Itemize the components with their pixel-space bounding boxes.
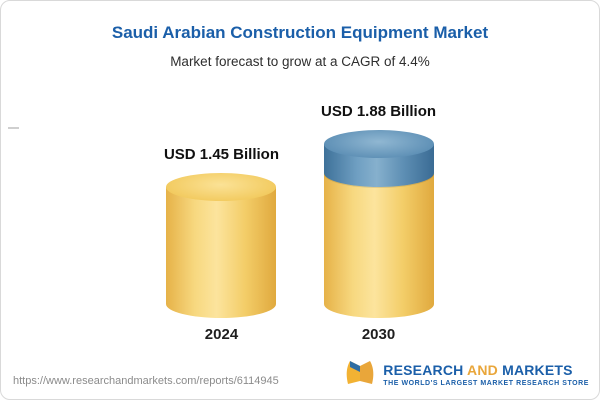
report-url-link[interactable]: https://www.researchandmarkets.com/repor… bbox=[13, 375, 279, 387]
bar-chart: USD 1.45 Billion 2024 USD 1.88 Billion 2… bbox=[1, 103, 599, 343]
cylinder-bar-2030 bbox=[323, 130, 434, 318]
axis-tick bbox=[8, 127, 19, 129]
footer: https://www.researchandmarkets.com/repor… bbox=[1, 358, 599, 399]
logo-word-markets: MARKETS bbox=[502, 362, 573, 378]
logo-tagline: THE WORLD'S LARGEST MARKET RESEARCH STOR… bbox=[383, 380, 589, 387]
logo-text: RESEARCH AND MARKETS THE WORLD'S LARGEST… bbox=[383, 362, 589, 387]
bar-column-2024: USD 1.45 Billion 2024 bbox=[164, 146, 279, 343]
bar-value-label: USD 1.88 Billion bbox=[321, 103, 437, 120]
logo-word-and: AND bbox=[467, 362, 498, 378]
researchandmarkets-logo-icon bbox=[344, 358, 376, 391]
researchandmarkets-logo: RESEARCH AND MARKETS THE WORLD'S LARGEST… bbox=[344, 358, 589, 391]
category-label: 2030 bbox=[361, 326, 396, 343]
bar-column-2030: USD 1.88 Billion 2030 bbox=[321, 103, 436, 343]
cylinder-body bbox=[166, 187, 277, 318]
category-label: 2024 bbox=[204, 326, 239, 343]
logo-word-research: RESEARCH bbox=[383, 362, 464, 378]
cylinder-top bbox=[166, 173, 277, 201]
chart-subtitle: Market forecast to grow at a CAGR of 4.4… bbox=[170, 54, 430, 69]
chart-title: Saudi Arabian Construction Equipment Mar… bbox=[111, 23, 489, 42]
cylinder-bar-2024 bbox=[166, 173, 277, 318]
logo-name: RESEARCH AND MARKETS bbox=[383, 362, 572, 378]
cylinder-top bbox=[323, 130, 434, 158]
bar-value-label: USD 1.45 Billion bbox=[163, 146, 279, 163]
